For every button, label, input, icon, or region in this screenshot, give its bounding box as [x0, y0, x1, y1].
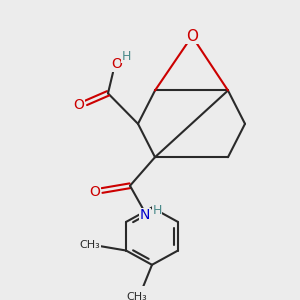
Text: H: H — [121, 50, 131, 63]
Text: CH₃: CH₃ — [127, 292, 147, 300]
Text: O: O — [112, 57, 122, 71]
Text: CH₃: CH₃ — [80, 240, 100, 250]
Text: H: H — [152, 204, 162, 217]
Text: N: N — [140, 208, 150, 222]
Text: O: O — [186, 29, 198, 44]
Text: O: O — [90, 185, 101, 200]
Text: O: O — [74, 98, 84, 112]
